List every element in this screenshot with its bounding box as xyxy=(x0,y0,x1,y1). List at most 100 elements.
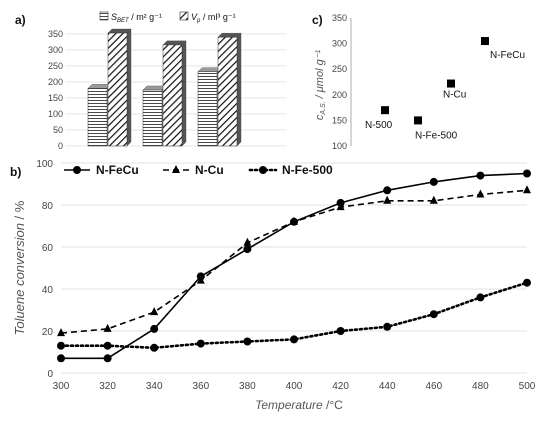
panel-b-point-marker xyxy=(383,195,392,204)
panel-b-series-n-fecu xyxy=(57,169,531,363)
panel-b-point-marker xyxy=(103,354,112,363)
panel-b-point-marker xyxy=(243,245,252,254)
panel-a-label: a) xyxy=(15,13,26,27)
panel-a-bar-side xyxy=(126,28,132,147)
panel-b-point-marker xyxy=(476,293,485,302)
panel-a-bar xyxy=(162,44,183,147)
panel-c-point-label: N-Cu xyxy=(443,90,466,101)
panel-c-point-marker xyxy=(414,116,422,125)
panel-b-x-tick-label: 300 xyxy=(53,381,70,392)
panel-b-series-line xyxy=(61,172,528,360)
panel-a-bar-top xyxy=(87,84,112,89)
panel-a-bar xyxy=(87,88,108,147)
panel-a-y-tick-label: 100 xyxy=(48,109,63,119)
panel-c-point-marker xyxy=(481,37,489,46)
panel-a-bar-side xyxy=(236,32,242,147)
panel-c-points: N-500 N-Fe-500 N-Cu N-FeCu xyxy=(365,37,525,141)
panel-a-bar xyxy=(107,32,128,147)
panel-b-x-tick-label: 460 xyxy=(425,381,442,392)
panel-b-y-tick-label: 80 xyxy=(42,201,54,212)
panel-b-point-marker xyxy=(172,165,180,173)
panel-b-y-tick-label: 100 xyxy=(36,159,53,170)
panel-b-x-tick-label: 500 xyxy=(519,381,536,392)
panel-a-bar-chart: a) SBET / m² g⁻¹ Vp / ml³ g⁻¹ 0 50 100 150 20… xyxy=(15,11,286,151)
panel-a-bar-top xyxy=(197,67,222,72)
panel-c-scatter-chart: c) cA.S. / μmol g⁻¹ 100 150 200 250 300 350 N… xyxy=(312,13,525,151)
panel-b-point-marker xyxy=(57,328,65,337)
panel-b-point-marker xyxy=(429,195,438,204)
panel-c-y-tick-label: 350 xyxy=(332,13,347,23)
panel-a-y-tick-label: 350 xyxy=(48,29,63,39)
panel-b-y-tick-label: 60 xyxy=(42,243,54,254)
panel-b-point-marker xyxy=(196,275,205,284)
panel-b-x-axis-title: Temperature /°C xyxy=(255,398,343,412)
panel-b-y-axis-title: Toluene conversion / % xyxy=(12,200,27,335)
panel-b-gridlines xyxy=(61,162,527,374)
panel-b-point-marker xyxy=(103,341,112,350)
panel-c-y-tick-label: 250 xyxy=(332,64,347,74)
panel-a-y-tick-label: 200 xyxy=(48,77,63,87)
panel-b-point-marker xyxy=(150,307,159,316)
panel-b-x-ticks: 300 320 340 360 380 400 420 440 460 480 500 xyxy=(53,381,536,392)
panel-b-series-line xyxy=(59,281,529,350)
panel-b-point-marker xyxy=(73,166,81,174)
panel-a-legend-label: SBET / m² g⁻¹ xyxy=(111,12,162,24)
panel-a-bar-side xyxy=(181,40,187,147)
panel-a-legend-swatch xyxy=(99,11,109,21)
panel-b-series xyxy=(57,169,531,363)
panel-b-legend-label: N-FeCu xyxy=(96,163,139,177)
panel-b-point-marker xyxy=(243,237,252,246)
panel-a-bar xyxy=(197,71,218,147)
panel-c-point-label: N-500 xyxy=(365,120,393,131)
panel-b-point-marker xyxy=(259,166,267,174)
panel-a-y-tick-label: 300 xyxy=(48,45,63,55)
panel-b-legend-label: N-Fe-500 xyxy=(282,163,333,177)
panel-b-point-marker xyxy=(243,337,252,346)
panel-c-point-marker xyxy=(381,106,389,115)
panel-b-point-marker xyxy=(150,324,159,333)
panel-b-x-tick-label: 440 xyxy=(379,381,396,392)
panel-b-y-ticks: 0 20 40 60 80 100 xyxy=(36,159,53,380)
panel-b-point-marker xyxy=(150,343,159,352)
panel-b-series-line xyxy=(60,189,528,334)
panel-b-label: b) xyxy=(10,165,21,179)
panel-b-point-marker xyxy=(57,341,65,350)
panel-b-point-marker xyxy=(429,310,438,319)
panel-a-y-tick-label: 50 xyxy=(53,125,63,135)
panel-a-bar-top xyxy=(142,85,167,91)
panel-b-x-tick-label: 380 xyxy=(239,381,256,392)
panel-c-y-tick-label: 300 xyxy=(332,39,347,49)
panel-b-line-chart: b) 0 20 40 60 80 100 300 320 340 360 380 400 420 440… xyxy=(10,159,536,412)
panel-a-y-tick-label: 150 xyxy=(48,93,63,103)
panel-a-legend-swatch xyxy=(179,11,189,21)
panel-b-point-marker xyxy=(429,177,438,186)
panel-b-point-marker xyxy=(290,216,298,225)
panel-a-y-tick-label: 0 xyxy=(58,141,63,151)
panel-b-x-tick-label: 420 xyxy=(332,381,349,392)
panel-b-x-tick-label: 480 xyxy=(472,381,489,392)
panel-a-bar-top xyxy=(217,33,242,38)
panel-c-y-tick-label: 150 xyxy=(332,115,347,125)
panel-b-x-tick-label: 360 xyxy=(192,381,209,392)
panel-b-y-tick-label: 20 xyxy=(42,327,54,338)
panel-b-point-marker xyxy=(523,278,531,287)
panel-a-bars xyxy=(87,28,242,147)
panel-b-point-marker xyxy=(523,169,531,178)
panel-a-legend-label: Vp / ml³ g⁻¹ xyxy=(191,12,236,24)
panel-c-y-tick-label: 200 xyxy=(332,90,347,100)
panel-b-series-n-fe-500 xyxy=(57,278,531,352)
panel-b-point-marker xyxy=(196,339,205,348)
panel-a-bar xyxy=(217,36,238,147)
panel-b-point-marker xyxy=(103,323,112,332)
panel-c-point-label: N-FeCu xyxy=(490,50,525,61)
panel-a-y-ticks: 0 50 100 150 200 250 300 350 xyxy=(48,29,63,151)
panel-c-y-tick-label: 100 xyxy=(332,141,347,151)
panel-a-bar xyxy=(142,89,163,147)
panel-b-y-tick-label: 0 xyxy=(47,369,53,380)
panel-b-point-marker xyxy=(523,185,531,194)
panel-b-point-marker xyxy=(290,335,298,344)
panel-c-point-marker xyxy=(447,79,455,88)
panel-b-point-marker xyxy=(383,186,392,195)
panel-a-bar-top xyxy=(162,40,187,46)
